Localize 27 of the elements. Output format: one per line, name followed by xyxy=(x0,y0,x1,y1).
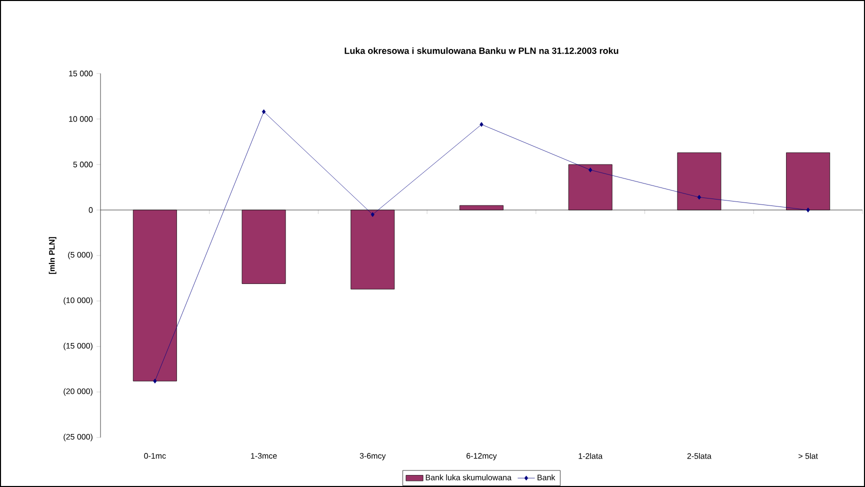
x-tick-label: 0-1mc xyxy=(144,453,166,459)
point xyxy=(806,208,810,212)
x-tick-label: 1-3mce xyxy=(251,453,277,459)
point xyxy=(697,194,702,200)
legend-label: Bank xyxy=(538,474,556,480)
y-tick-label: (10 000) xyxy=(64,297,92,305)
x-tick-label: 1-2lata xyxy=(578,453,603,459)
x-tick-label: 6-12mcy xyxy=(466,453,497,460)
y-tick-label: (15 000) xyxy=(64,342,92,350)
point xyxy=(153,378,157,384)
point xyxy=(370,212,374,217)
y-tick-label: 5 000 xyxy=(73,162,93,168)
chart-title: Luka okresowa i skumulowana Banku w PLN na 31.12.2003 roku xyxy=(344,47,618,54)
y-axis-title: [mln PLN] xyxy=(48,237,56,274)
x-tick-label: 2-5lata xyxy=(687,453,712,459)
y-tick-label: 0 xyxy=(88,207,93,213)
x-tick-label: > 5lat xyxy=(798,453,818,459)
point xyxy=(480,122,484,127)
y-tick-label: 15 000 xyxy=(69,70,93,76)
legend-label: Bank luka skumulowana xyxy=(426,474,512,480)
point xyxy=(262,109,266,114)
point xyxy=(588,168,592,172)
y-tick-label: (20 000) xyxy=(64,388,92,396)
x-tick-label: 3-6mcy xyxy=(360,453,386,460)
y-tick-label: (25 000) xyxy=(64,434,92,442)
y-tick-label: 10 000 xyxy=(69,116,93,122)
y-tick-label: (5 000) xyxy=(68,252,92,260)
